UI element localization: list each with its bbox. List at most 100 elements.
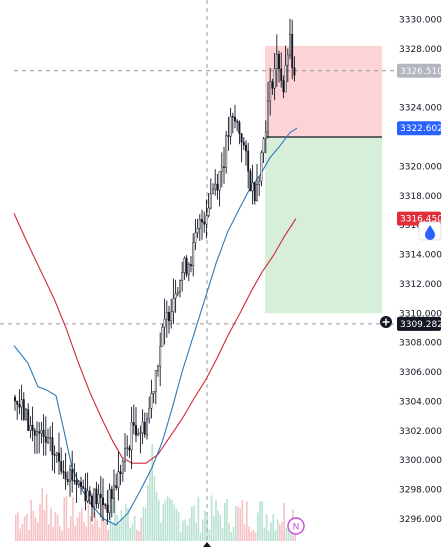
price-tag-blue bbox=[397, 121, 441, 136]
candle-body bbox=[80, 481, 82, 487]
moving-averages bbox=[13, 127, 298, 526]
candle-body bbox=[260, 152, 263, 182]
price-tick-label: 3320.000 bbox=[399, 162, 442, 172]
volume-bar bbox=[78, 512, 81, 541]
volume-bar bbox=[186, 524, 189, 541]
volume-bar bbox=[248, 526, 250, 541]
price-tick-label: 3310.000 bbox=[399, 309, 442, 319]
volume-bar bbox=[83, 522, 85, 541]
volume-bar bbox=[239, 507, 241, 541]
candle-body bbox=[278, 54, 280, 70]
add-alert-button[interactable] bbox=[380, 316, 392, 328]
candle-body bbox=[207, 207, 210, 216]
price-tick-label: 3314.000 bbox=[399, 251, 442, 261]
candle-body bbox=[49, 437, 52, 439]
volume-bar bbox=[61, 531, 63, 541]
price-tag-dark bbox=[397, 316, 441, 331]
volume-bar bbox=[133, 515, 136, 541]
volume-bar bbox=[246, 501, 248, 541]
candle-body bbox=[95, 488, 98, 505]
volume-bar bbox=[111, 523, 114, 541]
volume-bar bbox=[204, 510, 206, 541]
volume-bar bbox=[144, 508, 147, 541]
volume-bar bbox=[28, 530, 30, 541]
candle-body bbox=[58, 452, 60, 462]
price-tick-label: 3302.000 bbox=[399, 427, 442, 437]
candle-body bbox=[143, 421, 146, 435]
price-tag-grey bbox=[397, 63, 441, 78]
candle-body bbox=[139, 432, 142, 434]
candle-body bbox=[181, 272, 184, 281]
volume-bar bbox=[294, 529, 296, 541]
volume-bar bbox=[125, 504, 127, 541]
candle-body bbox=[97, 493, 100, 505]
volume-bar bbox=[173, 504, 175, 541]
candle-body bbox=[289, 33, 291, 56]
candle-body bbox=[190, 264, 192, 267]
volume-bar bbox=[215, 499, 217, 541]
candle-body bbox=[152, 391, 155, 394]
candle-body bbox=[51, 437, 54, 455]
candle-body bbox=[218, 171, 221, 191]
candle-body bbox=[269, 81, 272, 102]
candle-body bbox=[31, 424, 34, 431]
volume-bar bbox=[210, 495, 213, 541]
news-badge[interactable]: N bbox=[287, 517, 305, 535]
candle-body bbox=[280, 68, 283, 81]
candle-body bbox=[146, 418, 148, 435]
stop-zone bbox=[265, 137, 382, 314]
candle-body bbox=[249, 171, 252, 192]
volume-bar bbox=[221, 528, 224, 541]
volume-bar bbox=[164, 500, 167, 541]
volume-bar bbox=[226, 498, 228, 541]
candle-body bbox=[203, 221, 206, 225]
volume-bar bbox=[19, 528, 21, 541]
candle-body bbox=[18, 404, 21, 408]
price-tick-label: 3318.000 bbox=[399, 192, 442, 202]
candle-body bbox=[176, 291, 179, 295]
volume-bar bbox=[270, 522, 272, 541]
volume-bar bbox=[195, 522, 197, 541]
volume-bar bbox=[263, 527, 266, 541]
volume-bar bbox=[118, 524, 120, 541]
chart-widgets[interactable]: N bbox=[203, 221, 442, 547]
price-tag-label: 3326.510 bbox=[400, 67, 443, 77]
volume-bar bbox=[153, 475, 156, 541]
price-axis-background bbox=[394, 0, 448, 547]
candle-body bbox=[73, 480, 76, 482]
candle-body bbox=[141, 421, 144, 434]
volume-bar bbox=[103, 519, 105, 541]
candle-body bbox=[286, 54, 289, 66]
volume-bar bbox=[23, 516, 26, 541]
drawing-tool-icon[interactable] bbox=[418, 221, 442, 241]
price-axis[interactable]: 3330.000 3328.000 3324.000 3320.000 3318.000… bbox=[394, 0, 448, 547]
price-tick-label: 3298.000 bbox=[399, 486, 442, 496]
volume-bar bbox=[188, 518, 191, 541]
candle-body bbox=[247, 150, 250, 172]
candle-body bbox=[234, 116, 236, 122]
candle-body bbox=[36, 431, 38, 436]
candle-body bbox=[168, 312, 170, 322]
candle-body bbox=[183, 257, 186, 273]
candle-body bbox=[42, 430, 45, 437]
volume-bar bbox=[180, 532, 182, 541]
volume-bar bbox=[52, 527, 54, 541]
candle-body bbox=[256, 184, 258, 202]
candle-body bbox=[282, 80, 285, 93]
candle-body bbox=[86, 490, 89, 502]
candle-body bbox=[245, 144, 247, 152]
price-tick-label: 3306.000 bbox=[399, 368, 442, 378]
volume-bar bbox=[94, 512, 96, 541]
candle-body bbox=[209, 193, 212, 209]
price-tick-label: 3300.000 bbox=[399, 456, 442, 466]
volume-bar bbox=[191, 506, 193, 541]
candle-body bbox=[273, 68, 276, 89]
candle-body bbox=[251, 182, 254, 192]
volume-bar bbox=[63, 497, 65, 541]
volume-bar bbox=[230, 532, 233, 541]
candle-body bbox=[53, 454, 56, 456]
volume-bar bbox=[259, 501, 261, 541]
candle-body bbox=[271, 81, 274, 89]
